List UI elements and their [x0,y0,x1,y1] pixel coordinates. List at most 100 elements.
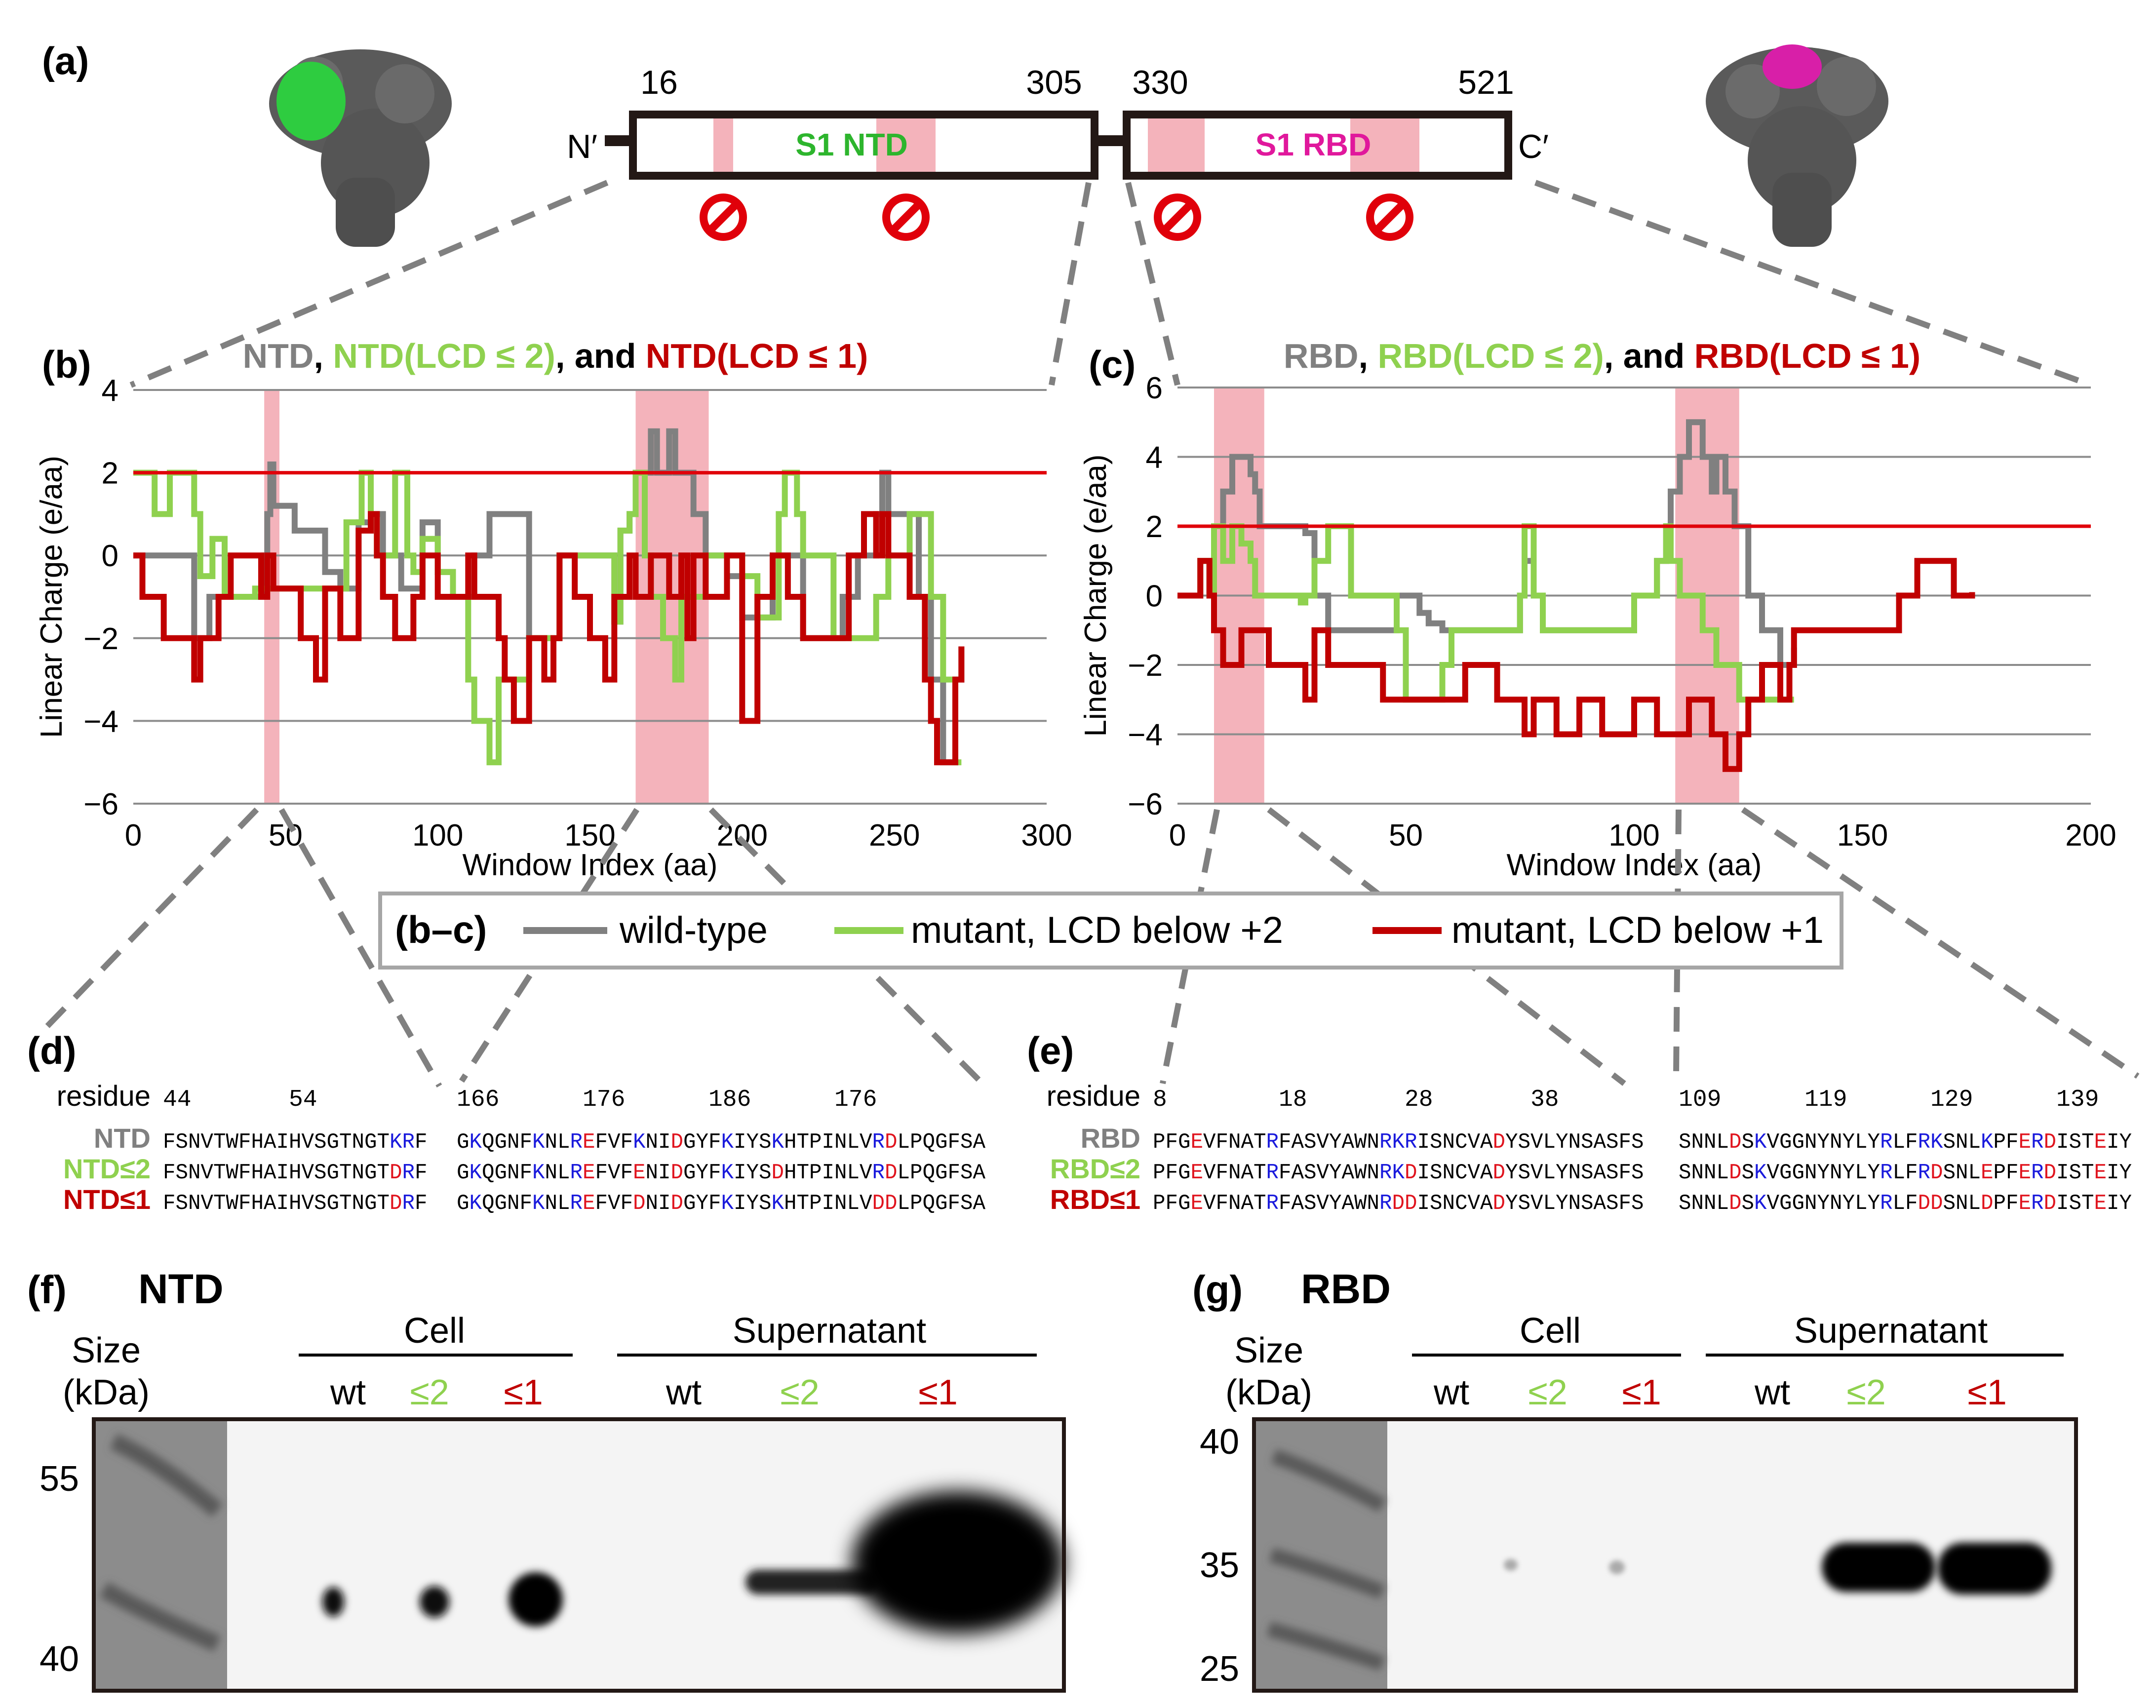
blot-f-ladder-band [99,1582,221,1652]
sequence-row-label: RBD [1081,1123,1140,1154]
blot-g-membrane [1254,1419,2076,1691]
prohibit-icon [1366,194,1413,241]
title-lcd2: NTD(LCD ≤ 2) [333,337,555,375]
blot-g-lane-1: wt [1433,1373,1469,1412]
blot-g-marker-25: 25 [1200,1649,1239,1689]
blot-f-lane-4: wt [666,1373,702,1412]
title-wt: NTD [243,337,314,375]
series-line-lcd1 [1177,558,1975,772]
panel-label-a: (a) [42,39,89,82]
blot-f-ladder-band [110,1434,223,1517]
residue-number: 54 [289,1087,317,1113]
legend-box [378,892,1843,970]
residue-number: 176 [834,1087,877,1113]
y-tick-label: −2 [1128,649,1163,683]
residue-label: residue [1047,1080,1140,1112]
blot-f-title: NTD [138,1266,224,1312]
residue-number: 109 [1679,1087,1721,1113]
residue-number: 129 [1930,1087,1973,1113]
residue-number: 18 [1279,1087,1307,1113]
x-tick-label: 50 [269,818,303,853]
blot-g-frame [1252,1417,2078,1693]
zoom-connectors-a [129,180,2092,388]
blot-g-lane-2: ≤2 [1528,1373,1568,1412]
legend-panel-label: (b–c) [395,908,487,951]
x-tick-label: 150 [1837,818,1888,853]
chart-b-title: NTD, NTD(LCD ≤ 2), and NTD(LCD ≤ 1) [243,337,868,375]
blot-g-band-cell-lcd1 [1609,1560,1625,1574]
residue-number: 186 [708,1087,751,1113]
blot-f-lane-3: ≤1 [504,1373,543,1412]
y-axis-label: Linear Charge (e/aa) [35,456,69,738]
x-tick-label: 150 [564,818,615,853]
sequence-left: FSNVTWFHAIHVSGTNGTDRF [163,1191,428,1216]
prohibit-icon [1154,194,1201,241]
blot-g-lane-5: ≤2 [1846,1373,1886,1412]
ntd-end-residue: 305 [1026,64,1082,101]
sequence-row-label: NTD [94,1123,151,1154]
x-tick-label: 50 [1389,818,1423,853]
title-lcd1: NTD(LCD ≤ 1) [646,337,868,375]
y-tick-label: −6 [1128,787,1163,821]
panel-label-d: (d) [27,1029,77,1072]
ntd-mut-region-2 [876,118,936,172]
y-tick-label: 0 [102,539,118,573]
y-tick-label: 6 [1146,371,1163,405]
blot-g-title: RBD [1301,1266,1391,1312]
sequence-alignment-ntd: residue 44 54 166 176 186 176 NTD FSNVTWFHAIHVSG… [57,1080,986,1216]
y-tick-label: 4 [1146,441,1163,475]
sequence-left: FSNVTWFHAIHVSGTNGTDRF [163,1161,428,1185]
blot-g-marker-35: 35 [1200,1546,1239,1585]
y-axis-label: Linear Charge (e/aa) [1079,454,1113,737]
blot-f-band-sup-lcd1 [852,1491,1064,1634]
residue-number: 28 [1405,1087,1433,1113]
rbd-mut-region-1 [1148,118,1205,172]
blot-g-band-cell-lcd2 [1504,1559,1518,1571]
blot-f-marker-40: 40 [39,1639,79,1679]
y-tick-label: −4 [1128,718,1163,752]
sequence-left: PFGEVFNATRFASVYAWNRKRISNCVADYSVLYNSASFS [1153,1130,1644,1155]
x-tick-label: 100 [412,818,463,853]
x-tick-label: 0 [1169,818,1186,853]
sequence-right: GKQGNFKNLREFVFKNIDGYFKIYSKHTPINLVRDLPQGF… [457,1130,986,1155]
sequence-right: GKQGNFKNLREFVFDNIDGYFKIYSKHTPINLVDDLPQGF… [457,1191,986,1216]
rbd-start-residue: 330 [1132,64,1188,101]
panel-label-f: (f) [27,1268,67,1312]
sequence-left: PFGEVFNATRFASVYAWNRDDISNCVADYSVLYNSASFS [1153,1191,1644,1216]
title-lcd2: RBD(LCD ≤ 2) [1377,337,1604,375]
panel-label-e: (e) [1027,1029,1074,1072]
ntd-start-residue: 16 [640,64,678,101]
blot-g-group-cell: Cell [1520,1311,1581,1351]
ntd-domain-label: S1 NTD [795,127,908,162]
blot-f-group-cell: Cell [404,1311,465,1351]
spike-structure-rbd-image [1706,44,1888,247]
x-axis-label: Window Index (aa) [463,848,718,882]
blot-g-ladder-band [1269,1548,1385,1599]
blot-g-lane-3: ≤1 [1622,1373,1661,1412]
title-and: , and [555,337,646,375]
series-line-lcd1 [133,511,965,766]
y-tick-label: −6 [83,787,118,821]
blot-panel-f: (f) NTD Size (kDa) Cell Supernatant wt ≤… [27,1266,1066,1693]
y-tick-label: −4 [83,704,118,738]
sequence-left: FSNVTWFHAIHVSGTNGTKRF [163,1130,428,1155]
y-tick-label: 0 [1146,580,1163,614]
title-sep: , [314,337,333,375]
blot-g-band-sup-lcd2 [1822,1543,1935,1592]
blot-f-size-unit: (kDa) [63,1373,150,1412]
blot-g-marker-40: 40 [1200,1422,1239,1462]
residue-number: 38 [1530,1087,1559,1113]
rbd-end-residue: 521 [1458,64,1514,101]
residue-label: residue [57,1080,151,1112]
blot-f-lane-1: wt [330,1373,366,1412]
blot-f-band-cell-lcd2 [420,1586,449,1618]
legend-label-lcd1: mutant, LCD below +1 [1451,909,1824,951]
prohibit-icon [882,194,930,241]
sequence-left: PFGEVFNATRFASVYAWNRKDISNCVADYSVLYNSASFS [1153,1161,1644,1185]
title-wt: RBD [1284,337,1359,375]
blot-f-band-sup-lcd2 [745,1570,879,1594]
sequence-right: GKQGNFKNLREFVFENIDGYFKIYSDHTPINLVRDLPQGF… [457,1161,986,1185]
ntd-domain-box [629,111,1098,180]
sequence-row-label: NTD≤1 [63,1184,151,1215]
